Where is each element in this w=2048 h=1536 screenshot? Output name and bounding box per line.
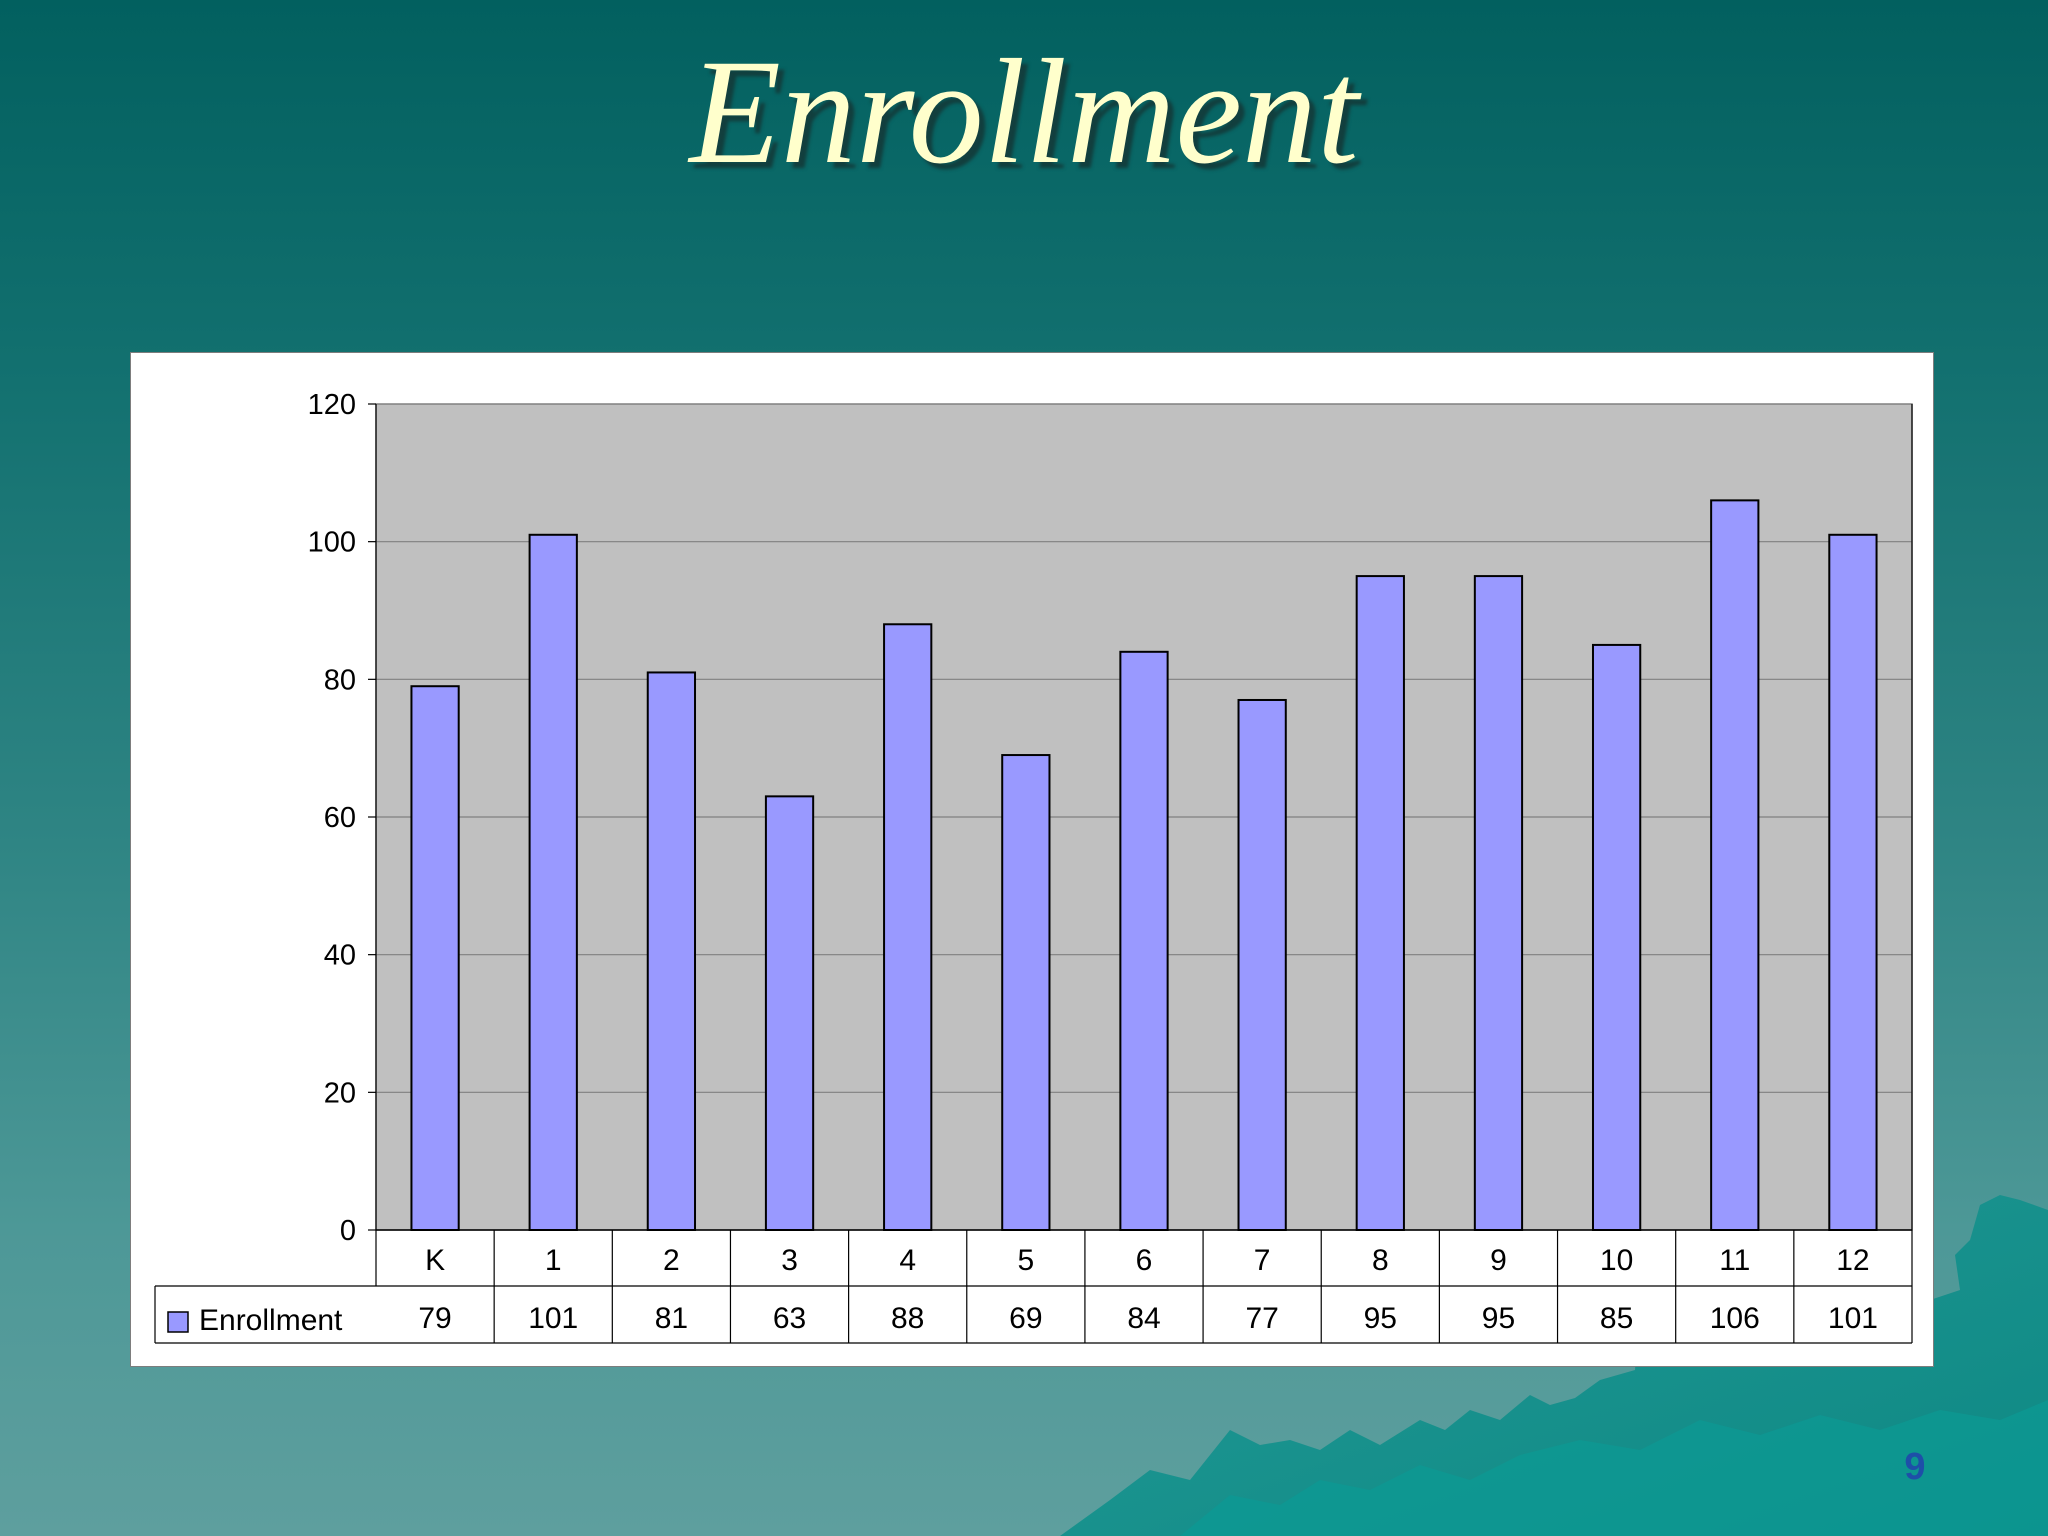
bar bbox=[1119, 650, 1169, 1231]
slide-title: Enrollment bbox=[689, 29, 1359, 195]
bar bbox=[1591, 643, 1642, 1231]
bar bbox=[646, 671, 697, 1231]
bar bbox=[528, 533, 578, 1232]
data-table-value: 85 bbox=[1600, 1302, 1633, 1335]
y-tick-label: 120 bbox=[308, 389, 356, 421]
data-table-value: 95 bbox=[1364, 1302, 1397, 1335]
x-category-label: K bbox=[425, 1244, 445, 1277]
bar bbox=[1001, 754, 1051, 1231]
x-category-label: 2 bbox=[663, 1244, 680, 1277]
x-category-label: 7 bbox=[1254, 1244, 1271, 1277]
bar bbox=[1355, 575, 1405, 1232]
y-tick-label: 0 bbox=[340, 1215, 356, 1247]
data-table-value: 101 bbox=[1828, 1302, 1878, 1335]
x-category-label: 5 bbox=[1018, 1244, 1035, 1277]
x-category-label: 9 bbox=[1490, 1244, 1507, 1277]
data-table-value: 81 bbox=[655, 1302, 688, 1335]
data-table-value: 95 bbox=[1482, 1302, 1515, 1335]
bar-chart: 020406080100120K791101281363488569684777… bbox=[154, 389, 1913, 1344]
bar bbox=[1710, 499, 1760, 1232]
bar bbox=[410, 685, 460, 1231]
bar bbox=[1237, 698, 1287, 1231]
y-tick-label: 40 bbox=[324, 940, 356, 972]
x-category-label: 4 bbox=[899, 1244, 916, 1277]
x-category-label: 3 bbox=[781, 1244, 798, 1277]
page-number: 9 bbox=[1904, 1446, 1926, 1488]
data-table-value: 77 bbox=[1245, 1302, 1278, 1335]
data-table-value: 88 bbox=[891, 1302, 924, 1335]
x-category-label: 1 bbox=[545, 1244, 562, 1277]
bar bbox=[1473, 575, 1524, 1232]
x-category-label: 6 bbox=[1136, 1244, 1153, 1277]
data-table-value: 101 bbox=[528, 1302, 578, 1335]
x-category-label: 11 bbox=[1719, 1244, 1750, 1277]
bar bbox=[883, 623, 933, 1231]
data-table-value: 84 bbox=[1127, 1302, 1160, 1335]
x-category-label: 10 bbox=[1600, 1244, 1633, 1277]
y-tick-label: 20 bbox=[324, 1077, 356, 1109]
bar bbox=[1828, 533, 1878, 1232]
y-tick-label: 100 bbox=[308, 527, 356, 559]
legend-key bbox=[167, 1311, 189, 1333]
data-table-value: 79 bbox=[418, 1302, 451, 1335]
bar bbox=[764, 795, 815, 1231]
legend-label: Enrollment bbox=[199, 1304, 343, 1337]
data-table-value: 69 bbox=[1009, 1302, 1042, 1335]
y-tick-label: 60 bbox=[324, 802, 356, 834]
chart-frame: 0 20 40 60 80 100 120 K 79 1 101 2 81 3 63 4 88 5 69 6 84 7 77… bbox=[130, 352, 1934, 1367]
y-tick-label: 80 bbox=[324, 664, 356, 696]
x-category-label: 8 bbox=[1372, 1244, 1389, 1277]
data-table-value: 106 bbox=[1710, 1302, 1760, 1335]
x-category-label: 12 bbox=[1836, 1244, 1869, 1277]
data-table-value: 63 bbox=[773, 1302, 806, 1335]
